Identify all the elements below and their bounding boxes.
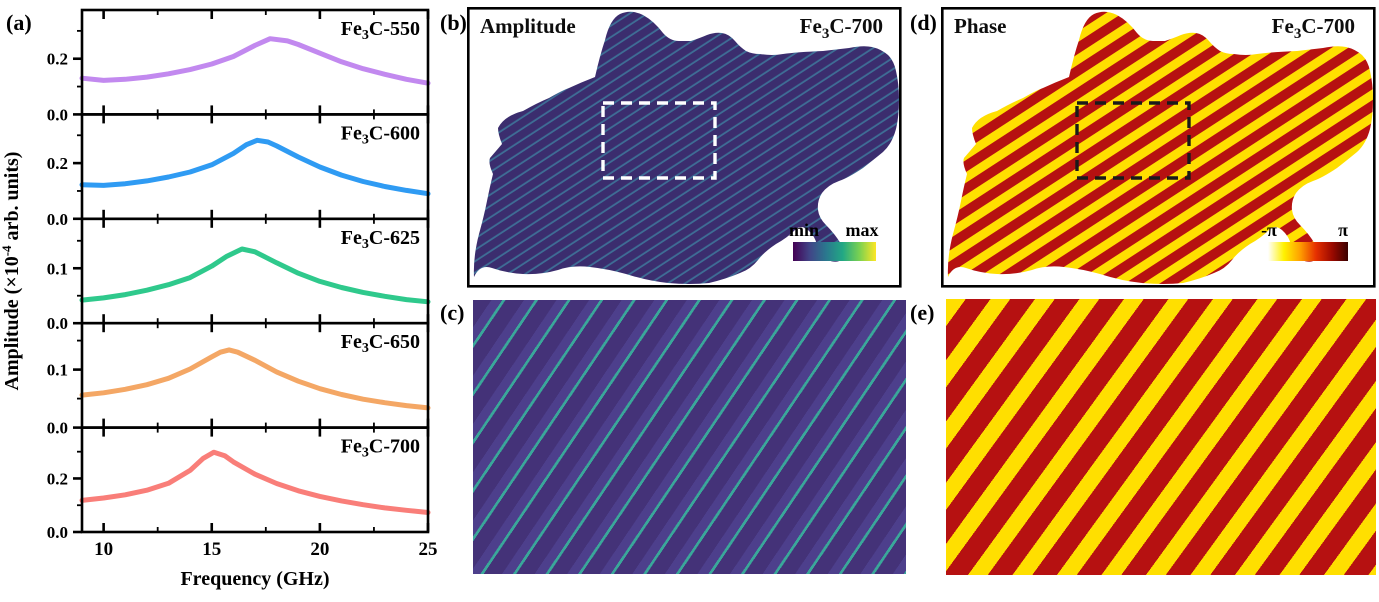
y-tick-label: 0.0	[47, 105, 68, 124]
panel-b-tag: (b)	[440, 10, 467, 35]
series-label-fe3c-550: Fe3C-550	[341, 18, 420, 43]
y-axis-label: Amplitude (×10-4 arb. units)	[0, 152, 23, 391]
series-line-fe3c-700	[79, 449, 431, 515]
y-tick-label: 0.2	[47, 154, 68, 173]
series-label-fe3c-700: Fe3C-700	[341, 436, 420, 461]
sample-label-subscript: 3	[1293, 26, 1302, 43]
series-line-fe3c-650	[79, 347, 431, 411]
panel-d-tag: (d)	[910, 10, 937, 35]
series-label-fe3c-625: Fe3C-625	[341, 227, 420, 252]
x-tick-label: 25	[419, 539, 438, 560]
sample-label-subscript: 3	[821, 26, 830, 43]
series-line-fe3c-600	[79, 137, 431, 197]
panel-d-sample-label: Fe3C-700	[1232, 14, 1355, 42]
subplot-border	[80, 426, 430, 534]
y-tick-label: 0.2	[47, 469, 68, 488]
panel-b-sample-label: Fe3C-700	[760, 14, 883, 42]
panel-e-phase-zoom-image	[946, 299, 1376, 575]
y-tick-label: 0.1	[47, 259, 68, 278]
colorbar-d-pi-label: π	[1338, 220, 1348, 240]
x-tick-label: 20	[310, 539, 329, 560]
y-tick-label: 0.0	[47, 419, 68, 438]
x-tick-label: 10	[94, 539, 113, 560]
sample-label-suffix: C-700	[829, 14, 883, 38]
sample-label-prefix: Fe	[1271, 14, 1294, 38]
series-label-fe3c-600: Fe3C-600	[341, 122, 420, 147]
panel-a-plot: 0.2 0.0 Fe3C-550 0.2 0.0 Fe3C-600 0.1 0.0 Fe3C-6…	[0, 8, 438, 590]
sample-label-suffix: C-700	[1301, 14, 1355, 38]
panel-b-title: Amplitude	[480, 14, 576, 38]
series-line-fe3c-550	[79, 36, 431, 86]
y-tick-label: 0.1	[47, 361, 68, 380]
panel-c-tag: (c)	[440, 300, 465, 325]
colorbar-b-min-label: min	[788, 220, 819, 240]
roi-dashed-box-phase	[1075, 101, 1191, 180]
sample-label-prefix: Fe	[799, 14, 822, 38]
panel-d-phase-map	[941, 7, 1376, 288]
series-label-fe3c-650: Fe3C-650	[341, 331, 420, 356]
panel-b-border	[467, 7, 902, 288]
y-tick-label: 0.0	[47, 314, 68, 333]
phase-colorbar	[1268, 242, 1348, 261]
y-tick-label: 0.2	[47, 50, 68, 69]
amplitude-colorbar	[793, 242, 876, 261]
x-tick-label: 15	[202, 539, 221, 560]
panel-e-tag: (e)	[910, 300, 935, 325]
colorbar-d-minuspi-label: -π	[1261, 220, 1277, 240]
panel-c-amplitude-zoom-image	[473, 300, 906, 574]
y-tick-label: 0.0	[47, 523, 68, 542]
panel-d-title: Phase	[954, 14, 1007, 38]
series-line-fe3c-625	[79, 246, 431, 305]
x-axis-label: Frequency (GHz)	[180, 568, 329, 590]
panel-d-border	[941, 7, 1376, 288]
panel-a-tag: (a)	[6, 10, 32, 35]
roi-dashed-box-amplitude	[601, 101, 717, 180]
panel-b-amplitude-map	[467, 7, 902, 288]
y-tick-label: 0.0	[47, 210, 68, 229]
colorbar-b-max-label: max	[845, 220, 879, 240]
